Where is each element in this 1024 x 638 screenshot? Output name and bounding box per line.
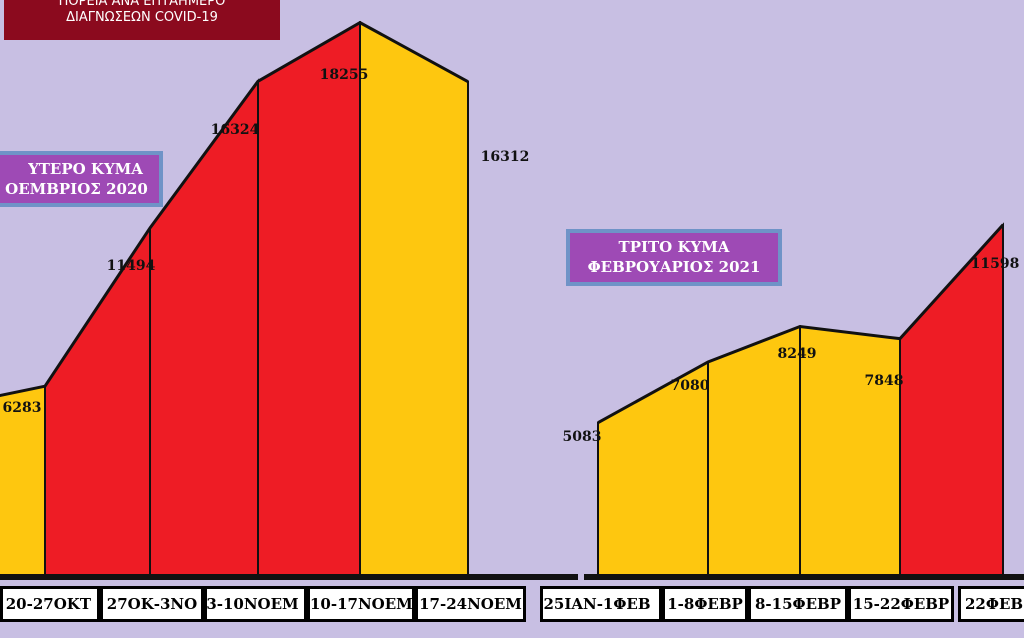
- value-label-1-4: 11598: [971, 256, 1020, 272]
- value-label-0-1: 11494: [107, 258, 156, 274]
- value-label-0-4: 16312: [481, 149, 530, 165]
- value-label-0-2: 16324: [211, 122, 260, 138]
- area-band-0-3: [257, 20, 361, 578]
- category-label-8-15febr: 8-15ΦΕΒΡ: [748, 586, 848, 622]
- category-label-25ian-1feb: 25ΙΑΝ-1ΦΕΒ: [540, 586, 662, 622]
- area-outline-1: [597, 223, 1005, 424]
- second-wave-label: ΥΤΕΡΟ ΚΥΜΑ ΟΕΜΒΡΙΟΣ 2020: [0, 151, 163, 207]
- category-label-27ok-3no: 27ΟΚ-3ΝΟ: [100, 586, 204, 622]
- category-label-15-22febr: 15-22ΦΕΒΡ: [848, 586, 954, 622]
- category-label-20-27okt: 20-27ΟΚΤ: [0, 586, 100, 622]
- area-band-0-1: [44, 224, 151, 578]
- chart-title-line1: ΠΟΡΕΙΑ ΑΝΑ ΕΠΤΑΗΜΕΡΟ: [58, 0, 226, 9]
- value-label-1-2: 8249: [778, 346, 817, 362]
- area-band-1-3: [899, 222, 1004, 578]
- area-band-1-2: [799, 325, 901, 578]
- value-label-1-3: 7848: [865, 373, 904, 389]
- area-outline-0: [0, 20, 469, 398]
- category-label-10-17noem: 10-17ΝΟΕΜ: [307, 586, 415, 622]
- baseline-right: [584, 574, 1024, 580]
- area-band-1-1: [707, 325, 801, 578]
- chart-title-line2: ΔΙΑΓΝΩΣΕΩΝ COVID-19: [66, 10, 218, 25]
- category-label-1-8febr: 1-8ΦΕΒΡ: [662, 586, 748, 622]
- third-wave-line2: ΦΕΒΡΟΥΑΡΙΟΣ 2021: [587, 258, 761, 276]
- area-band-0-4: [359, 20, 469, 578]
- value-label-0-0: 6283: [3, 400, 42, 416]
- area-band-1-0: [597, 360, 709, 578]
- value-label-1-0: 5083: [563, 429, 602, 445]
- baseline-left: [0, 574, 578, 580]
- category-label-3-10noem: 3-10ΝΟΕΜ: [204, 586, 307, 622]
- third-wave-line1: ΤΡΙΤΟ ΚΥΜΑ: [618, 238, 730, 256]
- second-wave-line2: ΟΕΜΒΡΙΟΣ 2020: [5, 180, 148, 198]
- chart-title: ΠΟΡΕΙΑ ΑΝΑ ΕΠΤΑΗΜΕΡΟ ΔΙΑΓΝΩΣΕΩΝ COVID-19: [4, 0, 280, 40]
- second-wave-line1: ΥΤΕΡΟ ΚΥΜΑ: [28, 160, 143, 178]
- category-label-17-24noem: 17-24ΝΟΕΜ: [415, 586, 526, 622]
- category-label-22feb: 22ΦΕΒ: [958, 586, 1024, 622]
- value-label-1-1: 7080: [671, 378, 710, 394]
- third-wave-label: ΤΡΙΤΟ ΚΥΜΑ ΦΕΒΡΟΥΑΡΙΟΣ 2021: [566, 229, 782, 286]
- value-label-0-3: 18255: [320, 67, 369, 83]
